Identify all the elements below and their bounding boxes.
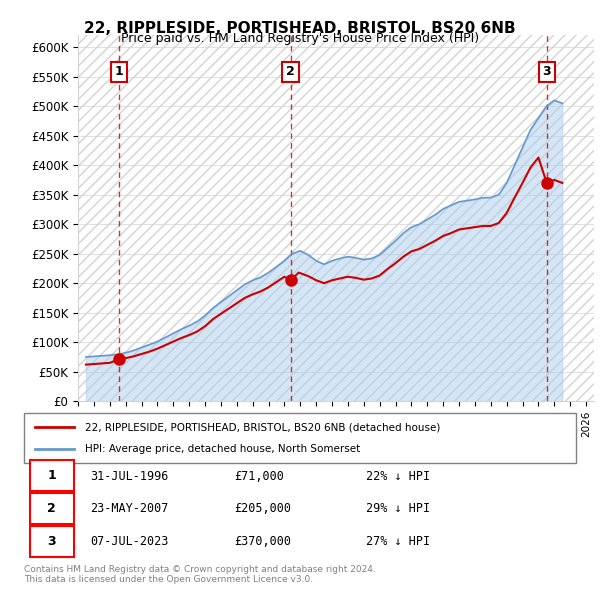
- Text: £370,000: £370,000: [234, 535, 291, 548]
- Text: 3: 3: [47, 535, 56, 548]
- Text: 31-JUL-1996: 31-JUL-1996: [90, 470, 169, 483]
- Text: 2: 2: [47, 502, 56, 515]
- FancyBboxPatch shape: [24, 413, 576, 463]
- Text: 22, RIPPLESIDE, PORTISHEAD, BRISTOL, BS20 6NB: 22, RIPPLESIDE, PORTISHEAD, BRISTOL, BS2…: [84, 21, 516, 35]
- Text: Contains HM Land Registry data © Crown copyright and database right 2024.
This d: Contains HM Land Registry data © Crown c…: [24, 565, 376, 584]
- Text: 27% ↓ HPI: 27% ↓ HPI: [366, 535, 430, 548]
- Text: £71,000: £71,000: [234, 470, 284, 483]
- Text: 22% ↓ HPI: 22% ↓ HPI: [366, 470, 430, 483]
- Text: 1: 1: [115, 65, 124, 78]
- Text: 23-MAY-2007: 23-MAY-2007: [90, 502, 169, 516]
- FancyBboxPatch shape: [29, 493, 74, 524]
- Text: HPI: Average price, detached house, North Somerset: HPI: Average price, detached house, Nort…: [85, 444, 360, 454]
- Text: 22, RIPPLESIDE, PORTISHEAD, BRISTOL, BS20 6NB (detached house): 22, RIPPLESIDE, PORTISHEAD, BRISTOL, BS2…: [85, 422, 440, 432]
- Text: 29% ↓ HPI: 29% ↓ HPI: [366, 502, 430, 516]
- Text: Price paid vs. HM Land Registry's House Price Index (HPI): Price paid vs. HM Land Registry's House …: [121, 32, 479, 45]
- Text: 07-JUL-2023: 07-JUL-2023: [90, 535, 169, 548]
- Text: 2: 2: [286, 65, 295, 78]
- Text: 1: 1: [47, 469, 56, 482]
- Text: £205,000: £205,000: [234, 502, 291, 516]
- FancyBboxPatch shape: [29, 526, 74, 557]
- Text: 3: 3: [542, 65, 551, 78]
- FancyBboxPatch shape: [29, 460, 74, 491]
